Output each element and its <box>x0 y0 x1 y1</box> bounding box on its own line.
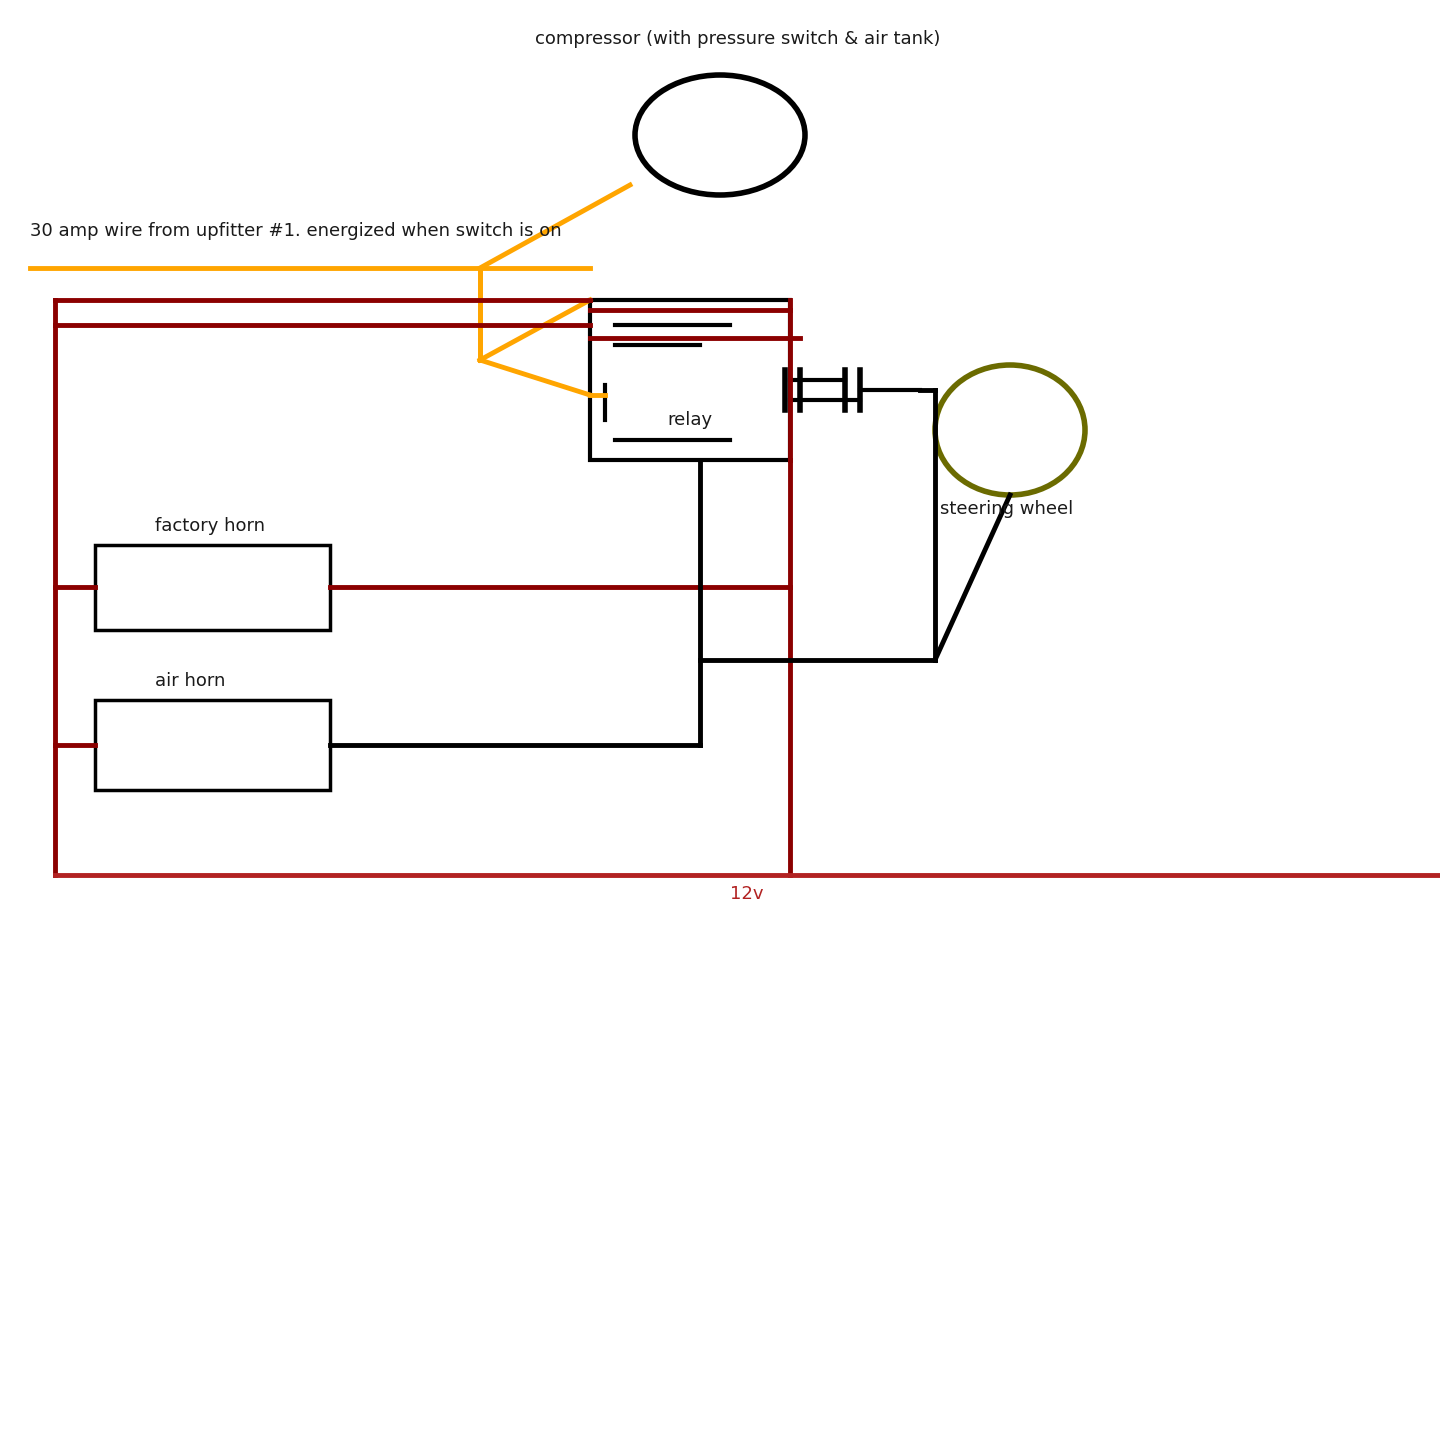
Text: relay: relay <box>667 410 713 429</box>
Bar <box>95 700 330 791</box>
Bar <box>590 300 791 459</box>
Text: 30 amp wire from upfitter #1. energized when switch is on: 30 amp wire from upfitter #1. energized … <box>30 222 562 240</box>
Text: compressor (with pressure switch & air tank): compressor (with pressure switch & air t… <box>536 30 940 48</box>
Text: steering wheel: steering wheel <box>940 500 1073 518</box>
Bar <box>95 544 330 631</box>
Text: factory horn: factory horn <box>156 517 265 536</box>
Text: air horn: air horn <box>156 672 226 690</box>
Text: 12v: 12v <box>730 886 763 903</box>
